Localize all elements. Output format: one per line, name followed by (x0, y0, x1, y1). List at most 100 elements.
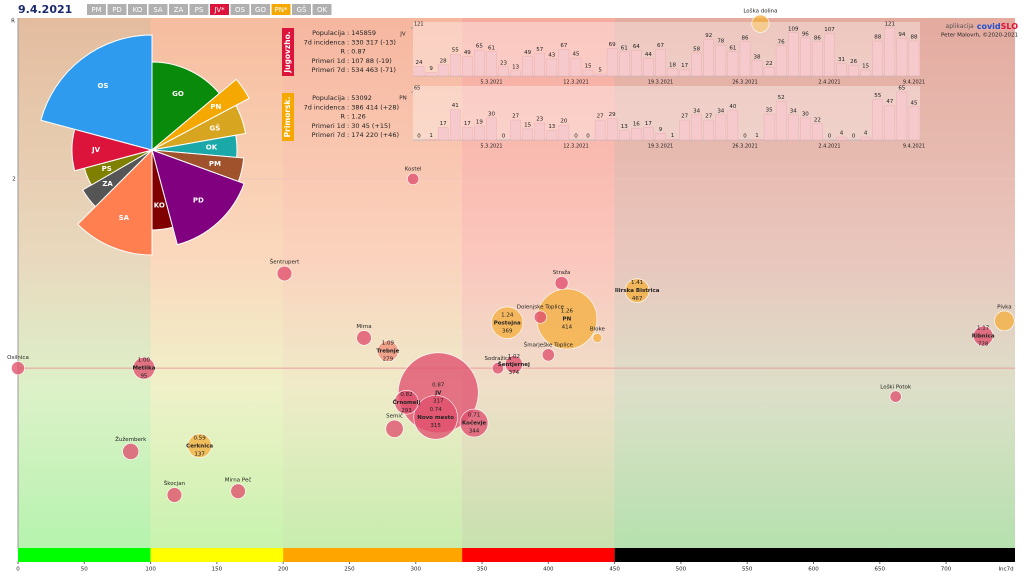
credit-brand-slo: SLO (1001, 22, 1019, 31)
bar-value: 0 (502, 134, 506, 140)
bar-value: 45 (572, 52, 579, 58)
bar-value: 86 (814, 35, 821, 41)
bar (703, 39, 715, 77)
tab[interactable] (128, 4, 147, 15)
point-name: Bloke (590, 327, 606, 333)
bar (800, 37, 811, 77)
tab[interactable] (87, 4, 106, 15)
bubble (751, 14, 770, 33)
tab[interactable] (107, 4, 127, 15)
date-label: 19.3.2021 (648, 144, 673, 150)
tab[interactable] (251, 4, 270, 15)
y-tick-label: 65 (414, 86, 420, 92)
tab-label[interactable]: GŠ (297, 5, 307, 14)
bar-value: 17 (464, 121, 471, 127)
bar-value: 19 (476, 119, 483, 125)
info-value: : 30 45 (+15) (347, 122, 391, 130)
r-label: 1.41 (631, 280, 643, 286)
bar (715, 44, 727, 77)
bar-value: 16 (633, 122, 640, 128)
bar-value: 0 (586, 134, 590, 140)
bar-value: 96 (802, 31, 809, 37)
point-name: Semič (386, 413, 403, 420)
bar (872, 99, 884, 141)
bar-panel (413, 86, 920, 140)
bar (558, 125, 570, 141)
tab-label[interactable]: PM (91, 6, 101, 14)
bar (751, 139, 763, 141)
r-label: 1.17 (977, 326, 990, 332)
bar-value: 57 (536, 47, 543, 53)
pie-label: JV (91, 146, 101, 154)
pie-slice (77, 148, 153, 256)
tab-label[interactable]: PD (112, 6, 122, 14)
bar (800, 117, 811, 141)
tab[interactable] (292, 4, 311, 15)
point-name: Dolenjske Toplice (517, 304, 565, 310)
tab-label[interactable]: PS (195, 6, 204, 14)
bar (546, 130, 558, 141)
inc-label: 137 (194, 451, 205, 457)
bar-value: 0 (743, 134, 747, 140)
bar-value: 69 (609, 42, 616, 48)
app-credit: aplikacija covidSLO (946, 22, 1019, 31)
bar (908, 106, 920, 141)
info-label: Primeri 7d (312, 131, 345, 139)
inc-label: 344 (469, 429, 480, 435)
tab-label[interactable]: SA (153, 6, 163, 14)
point-name: Osilnica (7, 355, 29, 361)
bar (836, 63, 847, 77)
tab[interactable] (271, 4, 291, 15)
pie-label: PN (210, 103, 221, 111)
bar (727, 51, 739, 77)
risk-bar (18, 548, 151, 562)
tab-label[interactable]: PN* (275, 6, 288, 14)
bubble (994, 310, 1015, 332)
tab-label[interactable]: JV* (213, 6, 225, 14)
info-value: : 174 220 (+46) (347, 131, 399, 139)
bar (860, 69, 871, 77)
risk-band (614, 18, 1015, 548)
bar (643, 127, 654, 141)
pie-slice (151, 104, 247, 151)
date-label: 26.3.2021 (732, 144, 757, 150)
info-value: : 107 88 (-19) (347, 57, 392, 65)
date-label: 12.3.2021 (563, 80, 588, 86)
tab-label[interactable]: OK (317, 6, 328, 14)
tab-label[interactable]: GO (255, 6, 266, 14)
tab-label[interactable]: ZA (174, 6, 184, 14)
bar (703, 119, 715, 141)
date-label: 9.4.2021 (903, 80, 925, 86)
bar-value: 30 (488, 111, 495, 117)
point-name: Sodražica (485, 355, 512, 362)
info-label: 7d incidenca (304, 103, 345, 111)
tab[interactable] (148, 4, 168, 15)
inc-label: 317 (433, 398, 444, 404)
bar-value: 23 (500, 60, 507, 66)
bar-value: 41 (452, 103, 459, 109)
bar-value: 13 (621, 124, 628, 130)
bar-value: 17 (440, 121, 447, 127)
tab-label[interactable]: KO (133, 6, 143, 14)
inc-label: 315 (430, 423, 441, 429)
bar (667, 139, 678, 141)
bar-value: 31 (838, 57, 845, 63)
tab[interactable] (189, 4, 209, 15)
tab[interactable] (210, 4, 229, 15)
bar-value: 88 (910, 35, 917, 41)
bar-value: 15 (862, 64, 869, 70)
tab[interactable] (230, 4, 250, 15)
r-label: 0.82 (400, 392, 412, 398)
tab[interactable] (312, 4, 332, 15)
tab[interactable] (169, 4, 188, 15)
point-name: Metlika (132, 366, 155, 372)
tab-label[interactable]: OS (235, 6, 246, 14)
x-tick-label: 400 (543, 567, 554, 573)
bar-value: 0 (828, 134, 832, 140)
bar (486, 51, 497, 77)
pie-label: KO (154, 202, 165, 210)
bar (474, 125, 485, 141)
r-label: 1.26 (561, 308, 574, 314)
author: Peter Malovrh, ©2020-2021 (941, 32, 1018, 39)
inc-label: 374 (509, 370, 520, 376)
